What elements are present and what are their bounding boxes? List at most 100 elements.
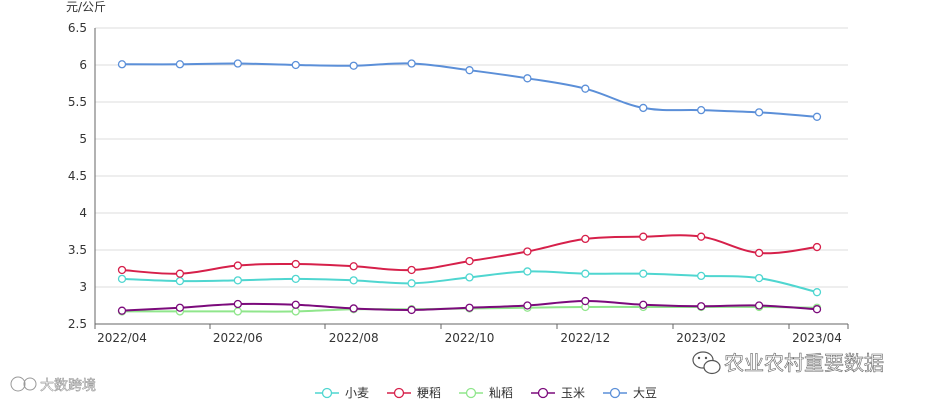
wechat-icon (692, 351, 721, 375)
data-point[interactable] (233, 307, 242, 316)
data-point[interactable] (175, 303, 185, 312)
right-watermark-text: 农业农村重要数据 (724, 351, 884, 375)
series-group (117, 59, 822, 316)
series-1 (117, 232, 822, 278)
data-point[interactable] (639, 103, 648, 113)
data-point[interactable] (291, 259, 300, 269)
data-point[interactable] (407, 305, 416, 315)
data-point[interactable] (175, 269, 185, 278)
y-axis-unit-label: 元/公斤 (66, 0, 106, 14)
data-point[interactable] (175, 276, 185, 286)
data-point[interactable] (812, 288, 822, 297)
data-point[interactable] (523, 74, 532, 83)
data-point[interactable] (117, 274, 127, 284)
legend-item[interactable]: 大豆 (603, 386, 657, 400)
data-point[interactable] (117, 60, 127, 69)
y-tick-label: 2.5 (68, 317, 87, 331)
data-point[interactable] (812, 242, 822, 252)
data-point[interactable] (349, 276, 358, 285)
data-point[interactable] (291, 274, 300, 284)
data-point[interactable] (291, 300, 300, 309)
data-point[interactable] (639, 232, 648, 241)
data-point[interactable] (754, 248, 764, 258)
data-point[interactable] (581, 234, 590, 244)
x-tick-label: 2022/08 (329, 331, 379, 345)
legend-marker (537, 387, 549, 399)
legend-marker (321, 387, 333, 399)
legend-item[interactable]: 玉米 (531, 386, 585, 400)
data-point[interactable] (349, 61, 358, 70)
y-tick-label: 4.5 (68, 169, 87, 183)
data-point[interactable] (465, 273, 474, 282)
data-point[interactable] (697, 105, 706, 115)
data-point[interactable] (407, 279, 416, 288)
data-point[interactable] (349, 304, 358, 313)
data-point[interactable] (523, 267, 532, 276)
data-point[interactable] (581, 84, 590, 93)
legend-item[interactable]: 粳稻 (387, 386, 441, 400)
data-point[interactable] (639, 300, 648, 309)
legend-label: 玉米 (561, 386, 585, 400)
data-point[interactable] (407, 59, 416, 68)
y-tick-label: 6.5 (68, 21, 87, 35)
data-point[interactable] (233, 59, 242, 68)
legend-label: 籼稻 (489, 386, 513, 400)
y-tick-label: 3.5 (68, 243, 87, 257)
series-4 (117, 59, 822, 121)
legend: 小麦 粳稻 籼稻 玉米 大豆 (315, 386, 657, 400)
data-point[interactable] (407, 265, 416, 275)
data-point[interactable] (697, 302, 706, 311)
data-point[interactable] (754, 108, 764, 117)
data-point[interactable] (812, 305, 822, 314)
data-point[interactable] (233, 276, 242, 285)
data-point[interactable] (117, 265, 127, 275)
data-point[interactable] (697, 232, 706, 241)
y-tick-label: 5 (79, 132, 87, 146)
data-point[interactable] (349, 262, 358, 271)
left-watermark-logo-icon (10, 376, 26, 392)
data-point[interactable] (754, 273, 764, 283)
data-point[interactable] (233, 261, 242, 270)
y-tick-label: 5.5 (68, 95, 87, 109)
grid-lines (95, 27, 848, 325)
legend-item[interactable]: 籼稻 (459, 386, 513, 400)
data-point[interactable] (465, 66, 474, 75)
data-point[interactable] (465, 256, 474, 266)
data-point[interactable] (523, 301, 532, 310)
legend-label: 粳稻 (417, 386, 441, 400)
data-point[interactable] (291, 60, 300, 70)
data-point[interactable] (175, 60, 185, 69)
data-point[interactable] (812, 112, 822, 121)
legend-marker (609, 387, 621, 399)
data-point[interactable] (523, 247, 532, 256)
x-tick-label: 2022/06 (213, 331, 263, 345)
x-tick-label: 2022/12 (560, 331, 610, 345)
data-point[interactable] (754, 301, 764, 310)
series-line (121, 234, 818, 275)
left-watermark-text: 大数跨境 (40, 378, 96, 394)
left-watermark: 大数跨境 (10, 376, 96, 394)
watermarks: 大数跨境 农业农村重要数据 (10, 351, 884, 394)
data-point[interactable] (233, 299, 242, 309)
x-tick-label: 2022/04 (97, 331, 147, 345)
x-tick-label: 2022/10 (445, 331, 495, 345)
data-point[interactable] (465, 303, 474, 312)
legend-marker (393, 387, 405, 399)
data-point[interactable] (117, 306, 127, 315)
legend-marker (465, 387, 477, 399)
legend-label: 大豆 (633, 386, 657, 400)
data-point[interactable] (697, 271, 706, 281)
data-point[interactable] (291, 307, 300, 316)
legend-item[interactable]: 小麦 (315, 386, 369, 400)
data-point[interactable] (639, 269, 648, 278)
y-axis: 元/公斤 2.5 3 3.5 4 4.5 5 5.5 6 6.5 (66, 0, 106, 331)
y-tick-label: 3 (79, 280, 87, 294)
data-point[interactable] (581, 269, 590, 278)
right-watermark: 农业农村重要数据 (692, 351, 884, 375)
x-tick-label: 2023/04 (792, 331, 842, 345)
y-tick-label: 4 (79, 206, 87, 220)
legend-label: 小麦 (345, 386, 369, 400)
x-tick-label: 2023/02 (676, 331, 726, 345)
data-point[interactable] (581, 296, 590, 306)
